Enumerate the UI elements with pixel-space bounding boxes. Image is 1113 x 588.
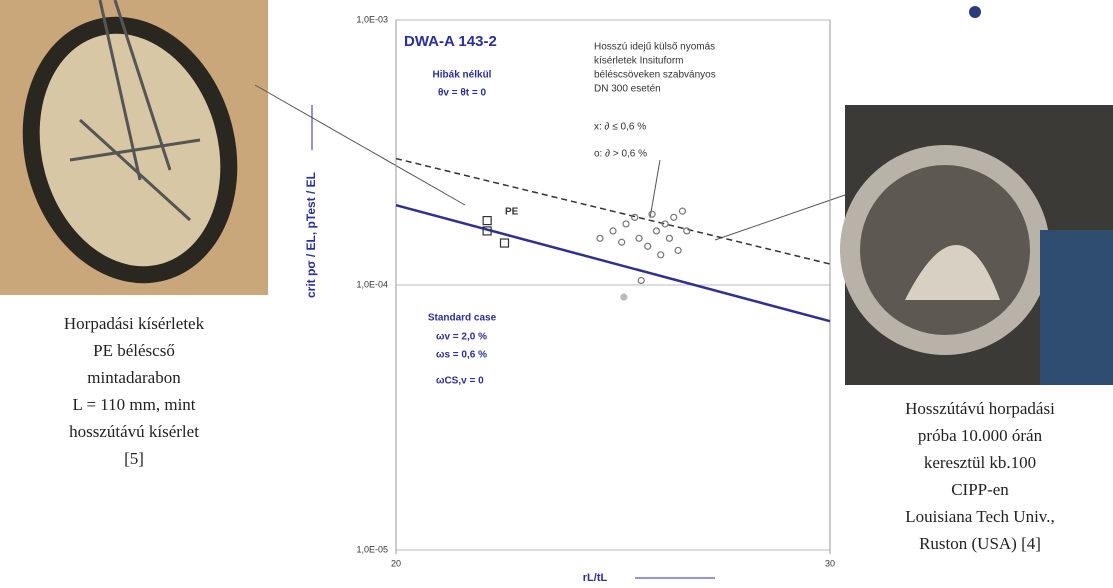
caption-line: PE béléscső: [93, 341, 175, 360]
point: [622, 220, 630, 228]
y-tick-label: 1,0E-03: [356, 14, 388, 24]
point: [620, 293, 628, 301]
caption-line: Louisiana Tech Univ.,: [905, 507, 1054, 526]
annotation: Standard case: [428, 313, 497, 324]
point: [644, 242, 652, 250]
line: [395, 204, 831, 323]
caption-line: keresztül kb.100: [924, 453, 1036, 472]
caption-line: Hosszútávú horpadási: [905, 399, 1055, 418]
caption-line: Ruston (USA) [4]: [919, 534, 1041, 553]
point: [637, 276, 645, 285]
y-tick-label: 1,0E-04: [356, 279, 388, 289]
x-tick-label: 20: [391, 558, 401, 568]
right-photo: [840, 105, 1113, 385]
annotation: o: ∂ > 0,6 %: [594, 149, 647, 160]
point: [652, 227, 661, 235]
annotation: Hosszú idejű külső nyomás: [594, 42, 715, 53]
annotation: kísérletek Insituform: [594, 56, 683, 67]
pointer: [649, 159, 661, 219]
y-tick-label: 1,0E-05: [356, 544, 388, 554]
point: [609, 227, 617, 235]
annotation: θv = θt = 0: [438, 88, 486, 99]
caption-line: L = 110 mm, mint: [72, 395, 195, 414]
pointer: [714, 194, 846, 241]
pointer: [254, 84, 466, 206]
caption-line: CIPP-en: [951, 480, 1009, 499]
point: [482, 226, 492, 236]
annotation: ωs = 0,6 %: [436, 350, 487, 361]
point: [596, 234, 604, 242]
caption-line: [5]: [124, 449, 144, 468]
annotation: ωv = 2,0 %: [436, 332, 487, 343]
point: [648, 210, 656, 218]
point: [674, 246, 682, 255]
plot: 1,0E-05 1,0E-04 1,0E-03 20 30: [356, 14, 835, 568]
logo-dot: [969, 6, 981, 18]
chart-title: DWA-A 143-2: [404, 33, 497, 50]
point: [678, 207, 687, 215]
caption-line: próba 10.000 órán: [918, 426, 1043, 445]
point: [683, 227, 691, 235]
point: [631, 213, 639, 221]
annotation: PE: [505, 207, 519, 218]
annotation: Hibák nélkül: [433, 70, 492, 81]
point: [661, 220, 669, 228]
x-axis-label: rL/tL: [583, 572, 608, 584]
caption-line: mintadarabon: [87, 368, 181, 387]
x-tick-label: 30: [825, 558, 835, 568]
point: [635, 234, 643, 242]
left-photo: [0, 0, 268, 295]
line: [395, 157, 831, 265]
y-axis-label: crit pσ / EL, pTest / EL: [304, 172, 318, 298]
caption-line: hosszútávú kísérlet: [69, 422, 199, 441]
point: [657, 251, 665, 259]
point: [670, 213, 678, 221]
annotation: DN 300 esetén: [594, 84, 661, 95]
point: [665, 234, 674, 242]
point: [482, 215, 492, 226]
caption-line: Horpadási kísérletek: [64, 314, 205, 333]
annotation: x: ∂ ≤ 0,6 %: [594, 122, 646, 133]
annotation: ωCS,v = 0: [436, 376, 484, 387]
annotation: béléscsöveken szabványos: [594, 70, 716, 81]
point: [499, 238, 510, 248]
point: [618, 238, 626, 246]
captions: Horpadási kísérletek PE béléscső mintadara…: [64, 314, 1055, 553]
